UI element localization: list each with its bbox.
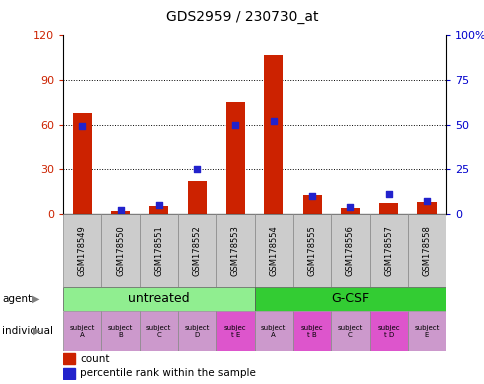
Bar	[292, 311, 331, 351]
Bar	[369, 214, 407, 287]
Bar	[254, 287, 445, 311]
Text: GSM178550: GSM178550	[116, 225, 125, 276]
Text: subject
C: subject C	[146, 325, 171, 338]
Text: GSM178555: GSM178555	[307, 225, 316, 276]
Point	[384, 191, 392, 197]
Bar	[407, 214, 445, 287]
Bar	[63, 287, 254, 311]
Text: GDS2959 / 230730_at: GDS2959 / 230730_at	[166, 10, 318, 23]
Point	[422, 198, 430, 204]
Text: untreated: untreated	[128, 293, 189, 305]
Bar	[331, 214, 369, 287]
Bar	[254, 214, 292, 287]
Bar	[101, 214, 139, 287]
Bar	[63, 353, 75, 364]
Bar	[178, 311, 216, 351]
Point	[78, 123, 86, 129]
Text: subjec
t D: subjec t D	[377, 325, 399, 338]
Bar	[331, 311, 369, 351]
Bar	[369, 311, 407, 351]
Bar	[111, 211, 130, 214]
Point	[307, 193, 315, 199]
Text: subject
E: subject E	[413, 325, 439, 338]
Bar	[178, 214, 216, 287]
Point	[346, 204, 353, 210]
Text: subject
B: subject B	[107, 325, 133, 338]
Bar	[63, 214, 101, 287]
Text: individual: individual	[2, 326, 53, 336]
Text: GSM178557: GSM178557	[383, 225, 393, 276]
Bar	[63, 368, 75, 379]
Bar	[149, 207, 168, 214]
Text: GSM178552: GSM178552	[192, 225, 201, 276]
Text: ▶: ▶	[31, 294, 39, 304]
Text: GSM178549: GSM178549	[77, 225, 87, 276]
Bar	[73, 113, 91, 214]
Text: ▶: ▶	[33, 326, 40, 336]
Point	[154, 202, 162, 208]
Bar	[187, 181, 206, 214]
Bar	[139, 311, 178, 351]
Bar	[216, 214, 254, 287]
Bar	[226, 102, 244, 214]
Point	[269, 118, 277, 124]
Bar	[264, 55, 283, 214]
Text: GSM178551: GSM178551	[154, 225, 163, 276]
Text: percentile rank within the sample: percentile rank within the sample	[80, 368, 256, 378]
Bar	[292, 214, 331, 287]
Text: subjec
t B: subjec t B	[300, 325, 323, 338]
Bar	[378, 204, 397, 214]
Bar	[139, 214, 178, 287]
Point	[116, 207, 124, 214]
Bar	[407, 311, 445, 351]
Text: count: count	[80, 354, 109, 364]
Bar	[63, 311, 101, 351]
Text: subject
D: subject D	[184, 325, 210, 338]
Text: GSM178558: GSM178558	[422, 225, 431, 276]
Text: GSM178556: GSM178556	[345, 225, 354, 276]
Bar	[340, 208, 359, 214]
Bar	[254, 311, 292, 351]
Text: GSM178554: GSM178554	[269, 225, 278, 276]
Bar	[101, 311, 139, 351]
Text: GSM178553: GSM178553	[230, 225, 240, 276]
Text: subject
A: subject A	[260, 325, 286, 338]
Bar	[417, 202, 436, 214]
Point	[193, 166, 200, 172]
Bar	[216, 311, 254, 351]
Text: subject
A: subject A	[69, 325, 95, 338]
Bar	[302, 195, 321, 214]
Text: subject
C: subject C	[337, 325, 363, 338]
Text: subjec
t E: subjec t E	[224, 325, 246, 338]
Text: agent: agent	[2, 294, 32, 304]
Text: G-CSF: G-CSF	[331, 293, 369, 305]
Point	[231, 121, 239, 127]
